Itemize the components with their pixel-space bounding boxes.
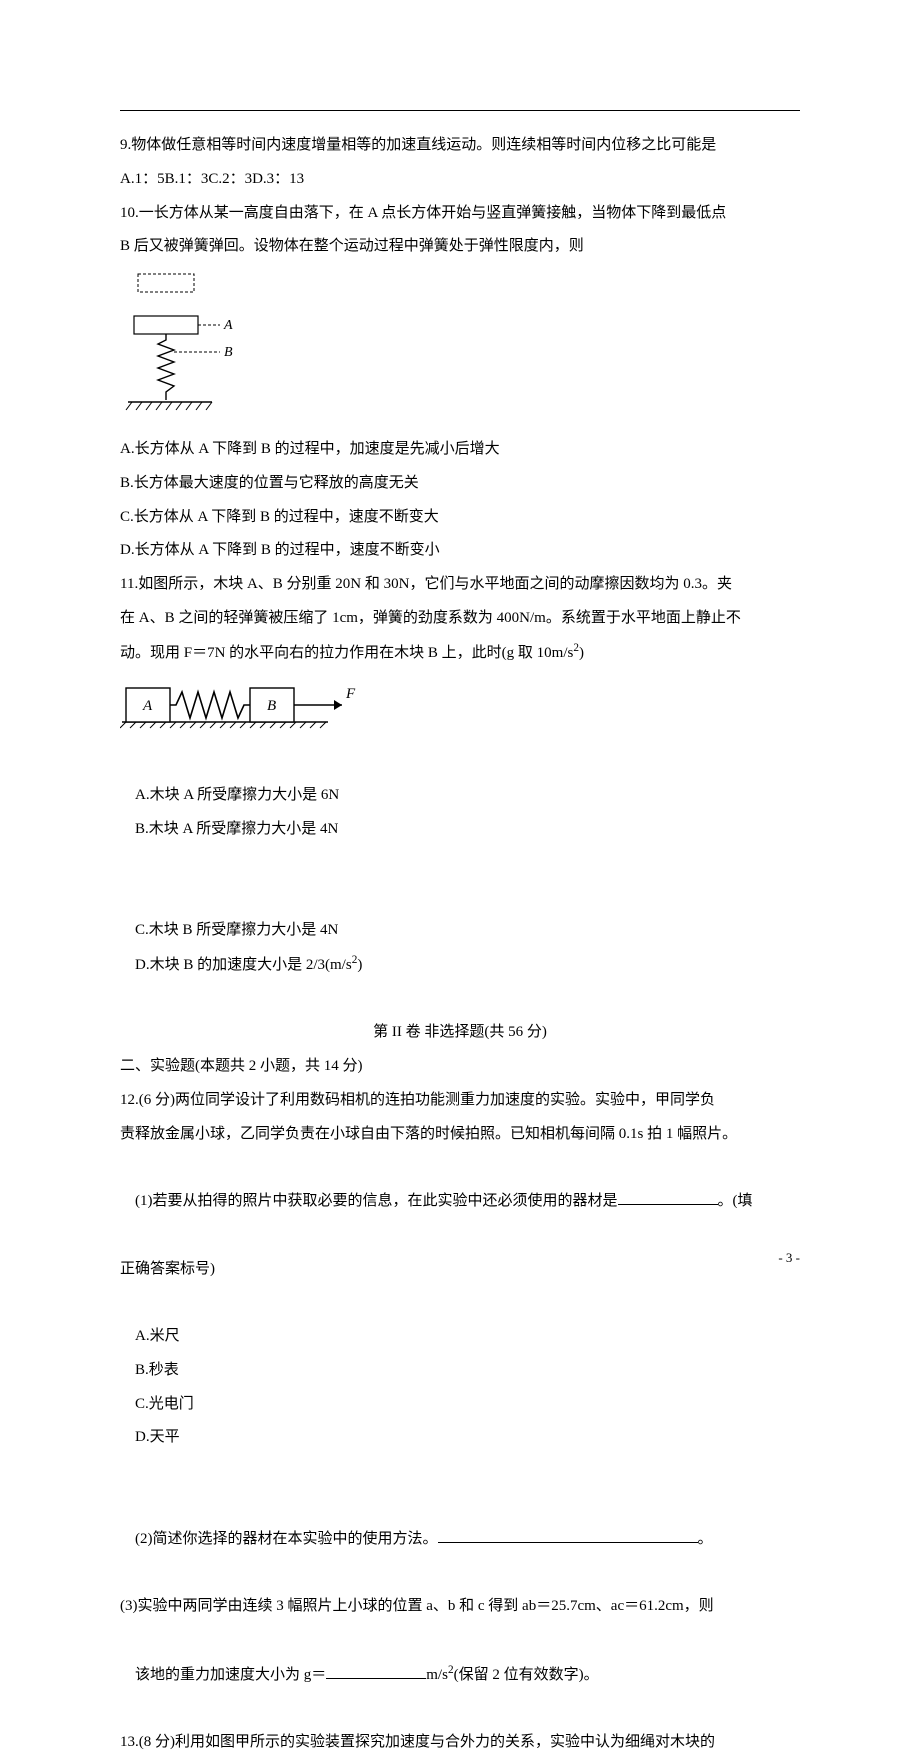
q11-opts-row1: A.木块 A 所受摩擦力大小是 6N B.木块 A 所受摩擦力大小是 4N bbox=[120, 745, 800, 880]
q10-label-a: A bbox=[223, 318, 233, 333]
q10-optD: D.长方体从 A 下降到 B 的过程中，速度不断变小 bbox=[120, 534, 800, 568]
q12-optC: C.光电门 bbox=[135, 1388, 255, 1422]
top-rule bbox=[120, 110, 800, 111]
q10-label-b: B bbox=[224, 345, 233, 360]
q11-line2: 在 A、B 之间的轻弹簧被压缩了 1cm，弹簧的劲度系数为 400N/m。系统置… bbox=[120, 602, 800, 636]
q11-label-b: B bbox=[267, 698, 276, 714]
page-number: - 3 - bbox=[778, 1250, 800, 1266]
q11-label-f: F bbox=[345, 686, 356, 702]
q11-optB: B.木块 A 所受摩擦力大小是 4N bbox=[135, 813, 338, 847]
q10-optB: B.长方体最大速度的位置与它释放的高度无关 bbox=[120, 467, 800, 501]
q9-text: 9.物体做任意相等时间内速度增量相等的加速直线运动。则连续相等时间内位移之比可能… bbox=[120, 129, 800, 163]
q12-p1c: 正确答案标号) bbox=[120, 1253, 800, 1287]
q10-line2: B 后又被弹簧弹回。设物体在整个运动过程中弹簧处于弹性限度内，则 bbox=[120, 230, 800, 264]
q12-line2: 责释放金属小球，乙同学负责在小球自由下落的时候拍照。已知相机每间隔 0.1s 拍… bbox=[120, 1118, 800, 1152]
q11-optA: A.木块 A 所受摩擦力大小是 6N bbox=[135, 779, 395, 813]
q11-line3: 动。现用 F＝7N 的水平向右的拉力作用在木块 B 上，此时(g 取 10m/s… bbox=[120, 636, 800, 671]
section2-sub: 二、实验题(本题共 2 小题，共 14 分) bbox=[120, 1050, 800, 1084]
q12-options: A.米尺 B.秒表 C.光电门 D.天平 bbox=[120, 1286, 800, 1489]
q12-optD: D.天平 bbox=[135, 1421, 180, 1455]
q12-blank3[interactable] bbox=[326, 1663, 426, 1679]
q10-optA: A.长方体从 A 下降到 B 的过程中，加速度是先减小后增大 bbox=[120, 433, 800, 467]
q12-p2: (2)简述你选择的器材在本实验中的使用方法。。 bbox=[120, 1489, 800, 1590]
q11-optD: D.木块 B 的加速度大小是 2/3(m/s2) bbox=[135, 948, 362, 983]
q12-optA: A.米尺 bbox=[135, 1320, 255, 1354]
q11-optC: C.木块 B 所受摩擦力大小是 4N bbox=[135, 914, 395, 948]
q12-p3a: (3)实验中两同学由连续 3 幅照片上小球的位置 a、b 和 c 得到 ab＝2… bbox=[120, 1590, 800, 1624]
q10-optC: C.长方体从 A 下降到 B 的过程中，速度不断变大 bbox=[120, 501, 800, 535]
q12-blank2[interactable] bbox=[438, 1527, 698, 1543]
q10-figure: A B bbox=[120, 270, 800, 425]
section2-header: 第 II 卷 非选择题(共 56 分) bbox=[120, 1016, 800, 1050]
q12-optB: B.秒表 bbox=[135, 1354, 255, 1388]
q11-label-a: A bbox=[142, 698, 153, 714]
q12-p3b: 该地的重力加速度大小为 g＝m/s2(保留 2 位有效数字)。 bbox=[120, 1624, 800, 1726]
q12-line1: 12.(6 分)两位同学设计了利用数码相机的连拍功能测重力加速度的实验。实验中，… bbox=[120, 1084, 800, 1118]
q10-line1: 10.一长方体从某一高度自由落下，在 A 点长方体开始与竖直弹簧接触，当物体下降… bbox=[120, 197, 800, 231]
q9-options: A.1：5B.1：3C.2：3D.3：13 bbox=[120, 163, 800, 197]
q11-opts-row2: C.木块 B 所受摩擦力大小是 4N D.木块 B 的加速度大小是 2/3(m/… bbox=[120, 880, 800, 1016]
q12-blank1[interactable] bbox=[618, 1189, 718, 1205]
q13-line1: 13.(8 分)利用如图甲所示的实验装置探究加速度与合外力的关系，实验中认为细绳… bbox=[120, 1726, 800, 1760]
q11-line1: 11.如图所示，木块 A、B 分别重 20N 和 30N，它们与水平地面之间的动… bbox=[120, 568, 800, 602]
q11-figure: A B F bbox=[120, 676, 800, 737]
q12-p1: (1)若要从拍得的照片中获取必要的信息，在此实验中还必须使用的器材是。(填 bbox=[120, 1151, 800, 1252]
